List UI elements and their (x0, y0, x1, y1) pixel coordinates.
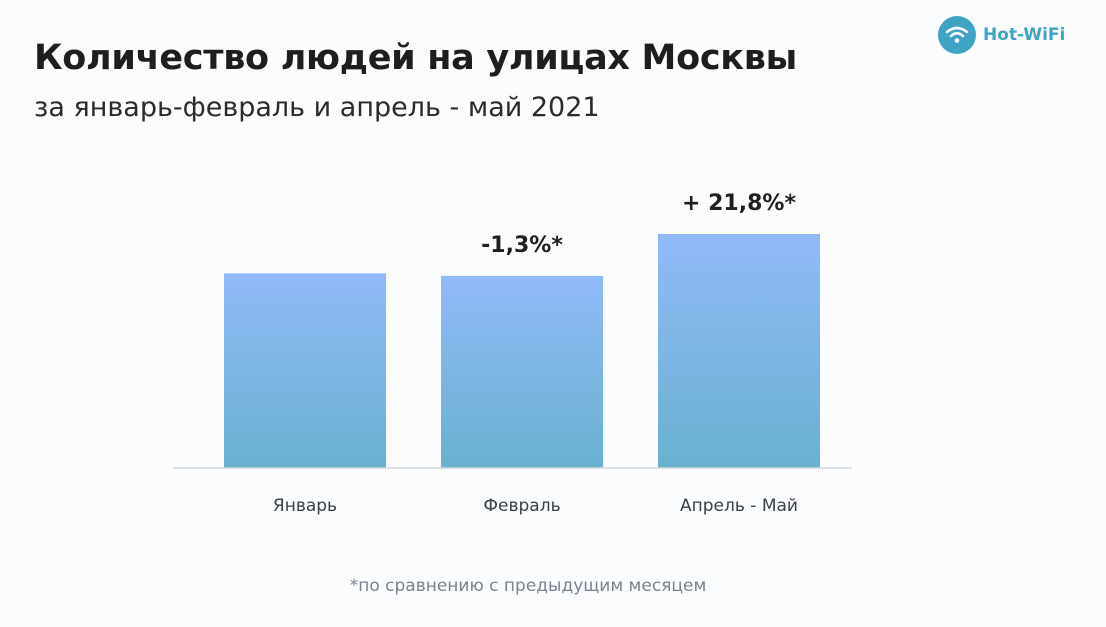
chart-subtitle: за январь-февраль и апрель - май 2021 (34, 92, 600, 123)
brand-logo: Hot-WiFi (938, 16, 1065, 54)
bar-0 (224, 273, 386, 468)
bar-1 (441, 275, 603, 468)
x-tick-label: Апрель - Май (680, 496, 798, 516)
x-tick-label: Февраль (483, 496, 560, 516)
x-tick-label: Январь (273, 496, 337, 516)
footnote: *по сравнению с предыдущим месяцем (349, 576, 707, 596)
brand-name: Hot-WiFi (983, 25, 1066, 45)
bar-2 (658, 234, 820, 468)
chart-title: Количество людей на улицах Москвы (34, 38, 797, 78)
wifi-icon (938, 16, 976, 54)
data-label: + 21,8%* (682, 191, 796, 216)
data-label: -1,3%* (481, 233, 563, 258)
